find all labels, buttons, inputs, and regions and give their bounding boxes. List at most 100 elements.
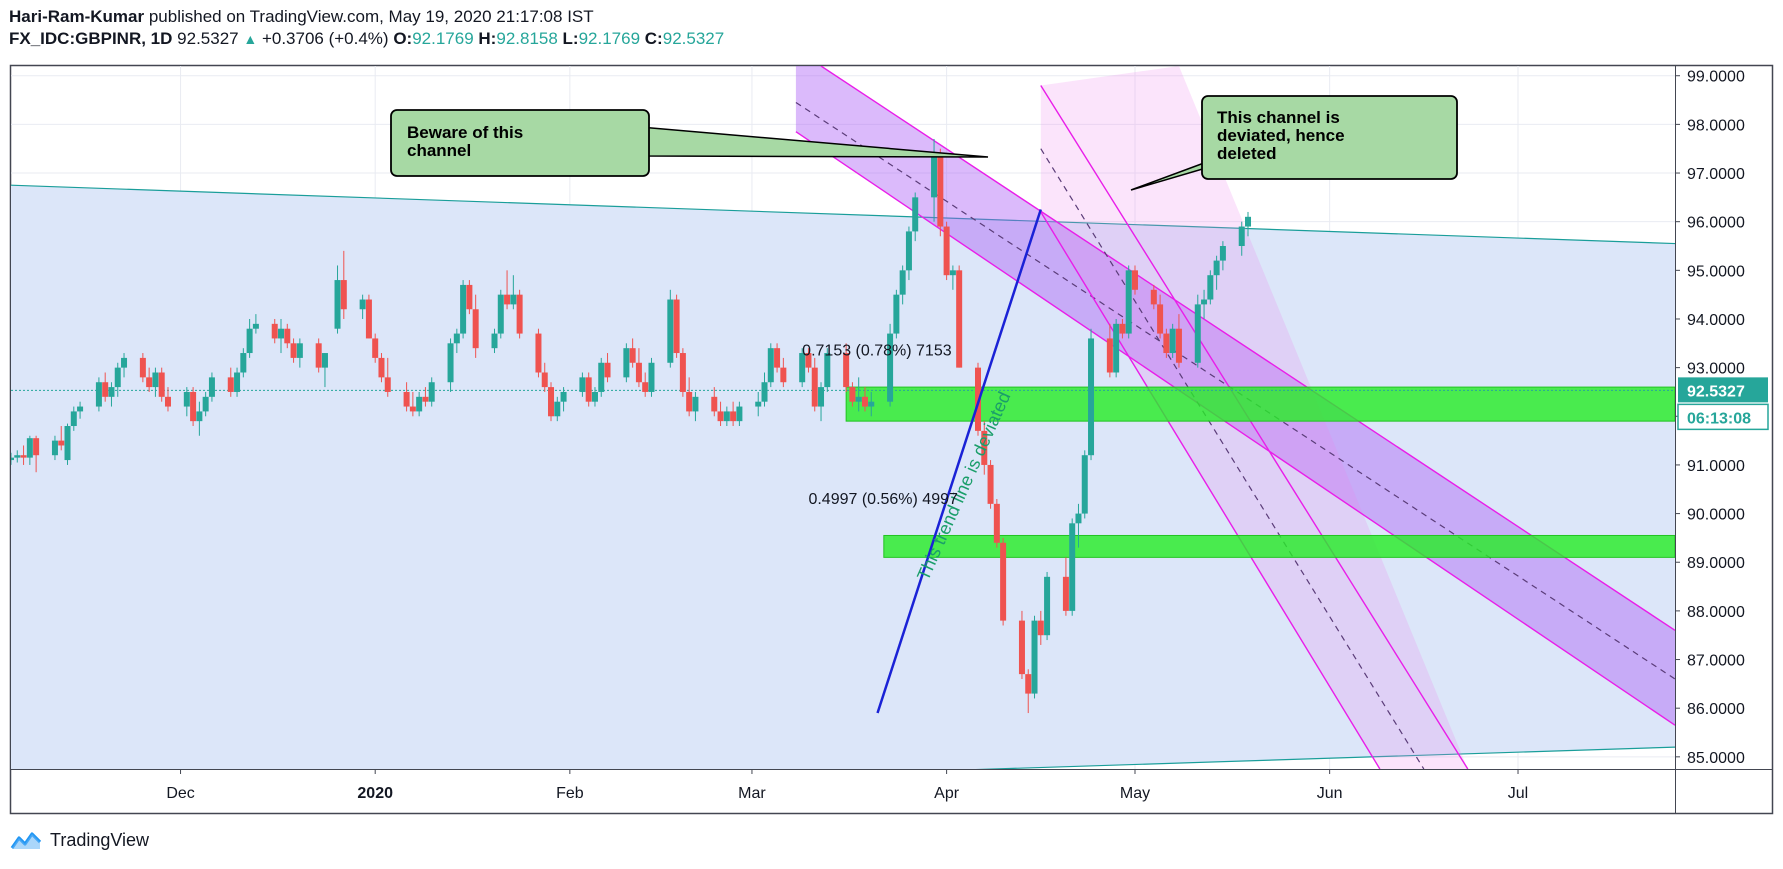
deviated-callout-box bbox=[1201, 95, 1458, 180]
candle-body bbox=[190, 391, 197, 422]
plot-area[interactable]: This trend line is deviated 0.7153 (0.78… bbox=[8, 66, 1675, 801]
candle-body bbox=[1150, 289, 1157, 305]
price-tick-label: 97.0000 bbox=[1687, 166, 1745, 183]
candle-body bbox=[868, 401, 875, 407]
countdown-text: 06:13:08 bbox=[1687, 410, 1751, 427]
support-zone-lower[interactable] bbox=[883, 534, 1675, 558]
deviated-channel-median-line bbox=[1040, 148, 1425, 769]
candle-body bbox=[805, 353, 812, 368]
candle-body bbox=[1000, 542, 1007, 621]
candle-body bbox=[912, 197, 919, 232]
candle-body bbox=[629, 348, 636, 363]
deviated-callout-text: This channel is deviated, hence deleted bbox=[1217, 108, 1349, 163]
candle-body bbox=[843, 353, 850, 388]
candle-body bbox=[64, 426, 71, 461]
candle-body bbox=[1219, 246, 1226, 261]
candle-body bbox=[20, 455, 27, 458]
candle-body bbox=[296, 343, 303, 358]
candle-body bbox=[164, 396, 171, 407]
candle-body bbox=[416, 396, 423, 412]
publish-info: published on TradingView.com, May 19, 20… bbox=[148, 7, 594, 26]
candle-body bbox=[1213, 260, 1220, 276]
candle-body bbox=[899, 270, 906, 295]
candle-body bbox=[1201, 299, 1208, 305]
candle-body bbox=[1131, 270, 1138, 290]
candle-body bbox=[723, 411, 730, 422]
publish-line: Hari-Ram-Kumar published on TradingView.… bbox=[9, 6, 724, 28]
candle-body bbox=[504, 294, 511, 305]
candle-body bbox=[1175, 328, 1182, 363]
candle-body bbox=[554, 401, 561, 417]
support-zone-upper[interactable] bbox=[845, 386, 1675, 422]
price-axis[interactable]: 85.0000 86.0000 87.0000 88.0000 89.0000 90.00… bbox=[1675, 69, 1745, 767]
chart-header: Hari-Ram-Kumar published on TradingView.… bbox=[9, 6, 724, 50]
candle-body bbox=[1245, 216, 1252, 227]
candle-body bbox=[548, 387, 555, 417]
candle-body bbox=[598, 362, 605, 392]
candle-body bbox=[384, 377, 391, 392]
price-tick-label: 91.0000 bbox=[1687, 458, 1745, 475]
open-label: O: bbox=[393, 29, 413, 48]
candle-body bbox=[1238, 226, 1245, 247]
deviated-callout[interactable]: This channel is deviated, hence deleted bbox=[1130, 95, 1458, 191]
candle-body bbox=[240, 353, 247, 373]
candle-body bbox=[334, 280, 341, 329]
candle-body bbox=[11, 457, 14, 461]
candle-body bbox=[1207, 275, 1214, 300]
close-label: C: bbox=[644, 29, 663, 48]
candle-body bbox=[1169, 328, 1176, 354]
price-tick-label: 98.0000 bbox=[1687, 117, 1745, 134]
candle-body bbox=[560, 391, 567, 402]
chart-frame bbox=[9, 64, 1774, 815]
ohlc-line: FX_IDC:GBPINR, 1D 92.5327 ▲ +0.3706 (+0.… bbox=[9, 28, 724, 50]
candle-body bbox=[497, 294, 504, 334]
candle-body bbox=[202, 396, 209, 412]
candle-body bbox=[1037, 620, 1044, 636]
candle-body bbox=[227, 377, 234, 392]
candle-body bbox=[234, 372, 241, 392]
deviated-channel-lower-line bbox=[1040, 211, 1381, 769]
candle-body bbox=[824, 353, 831, 388]
candle-body bbox=[359, 299, 366, 310]
candle-body bbox=[949, 270, 956, 276]
tradingview-brand[interactable]: TradingView bbox=[10, 830, 149, 851]
low-value: 92.1769 bbox=[578, 29, 641, 48]
price-tick-label: 87.0000 bbox=[1687, 653, 1745, 670]
descending-channel-lower-line bbox=[795, 131, 1675, 726]
candle-body bbox=[937, 153, 944, 227]
beware-callout[interactable]: Beware of this channel bbox=[390, 109, 989, 177]
candle-body bbox=[14, 455, 21, 458]
time-axis[interactable]: Dec 2020 Feb Mar Apr May Jun Jul bbox=[166, 769, 1528, 802]
candle-body bbox=[460, 284, 467, 334]
candle-body bbox=[365, 299, 372, 339]
candle-body bbox=[1081, 455, 1088, 514]
author-name[interactable]: Hari-Ram-Kumar bbox=[9, 7, 145, 26]
candle-body bbox=[271, 323, 278, 339]
candlestick-series bbox=[11, 138, 1252, 714]
countdown-badge-box bbox=[1677, 403, 1769, 431]
time-tick-label: Dec bbox=[166, 785, 194, 802]
time-tick-label: Feb bbox=[556, 785, 584, 802]
candle-body bbox=[121, 357, 128, 368]
candle-body bbox=[585, 377, 592, 402]
long-term-channel-bottom-line bbox=[975, 746, 1675, 769]
price-tick-label: 95.0000 bbox=[1687, 263, 1745, 280]
time-tick-label: Jul bbox=[1508, 785, 1528, 802]
candle-body bbox=[1088, 338, 1095, 456]
time-tick-label: May bbox=[1120, 785, 1150, 802]
last-price-badge-box bbox=[1678, 377, 1768, 403]
candle-body bbox=[278, 328, 285, 339]
candle-body bbox=[818, 387, 825, 407]
candle-body bbox=[196, 411, 203, 422]
candle-body bbox=[1018, 620, 1025, 675]
candle-body bbox=[667, 299, 674, 363]
price-tick-label: 94.0000 bbox=[1687, 312, 1745, 329]
long-term-channel bbox=[11, 185, 1675, 769]
last-price-badge: 92.5327 06:13:08 bbox=[1677, 377, 1769, 431]
candle-body bbox=[321, 353, 328, 368]
candle-body bbox=[1044, 576, 1051, 636]
trend-line[interactable] bbox=[876, 209, 1042, 714]
symbol-label[interactable]: FX_IDC:GBPINR, 1D bbox=[9, 29, 173, 48]
candle-body bbox=[981, 430, 988, 465]
